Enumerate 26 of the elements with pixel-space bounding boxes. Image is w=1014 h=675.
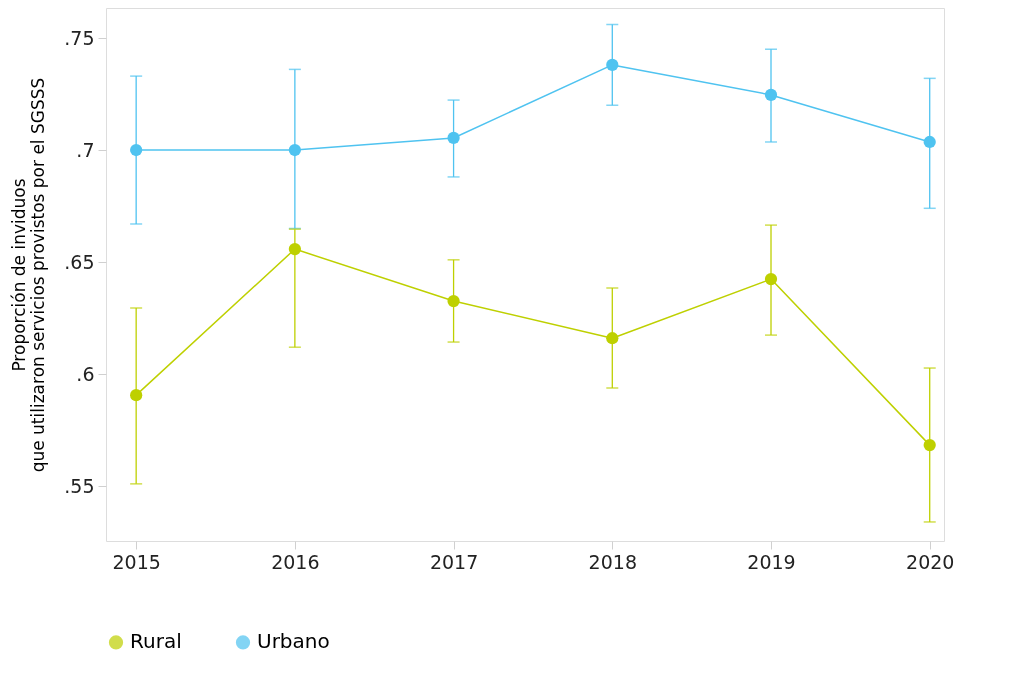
point: [130, 389, 143, 402]
point: [288, 143, 301, 157]
point: [130, 143, 143, 157]
x-tick-label: 2016: [271, 550, 320, 573]
point: [923, 439, 936, 452]
point: [764, 88, 778, 102]
point: [606, 332, 619, 345]
y-tick-label: .65: [64, 250, 95, 273]
legend-label: Urbano: [257, 629, 330, 654]
y-axis-title: Proporción de inviduos que utilizaron servicios provistos por el SGSSS: [9, 77, 49, 473]
x-tick-label: 2015: [112, 550, 161, 573]
x-tick-label: 2018: [588, 550, 637, 573]
x-tick-label: 2020: [906, 550, 955, 573]
y-tick-label: .55: [64, 474, 95, 497]
point: [447, 294, 460, 308]
point: [447, 131, 460, 145]
x-tick-label: 2017: [429, 550, 479, 573]
point: [606, 58, 619, 72]
x-tick-label: 2019: [747, 550, 796, 573]
legend-label: Rural: [130, 629, 182, 654]
y-tick-label: .75: [64, 26, 95, 49]
point: [923, 135, 936, 149]
y-tick-label: .7: [76, 138, 95, 161]
point: [764, 272, 778, 286]
point: [288, 242, 301, 256]
y-tick-label: .6: [76, 362, 95, 385]
